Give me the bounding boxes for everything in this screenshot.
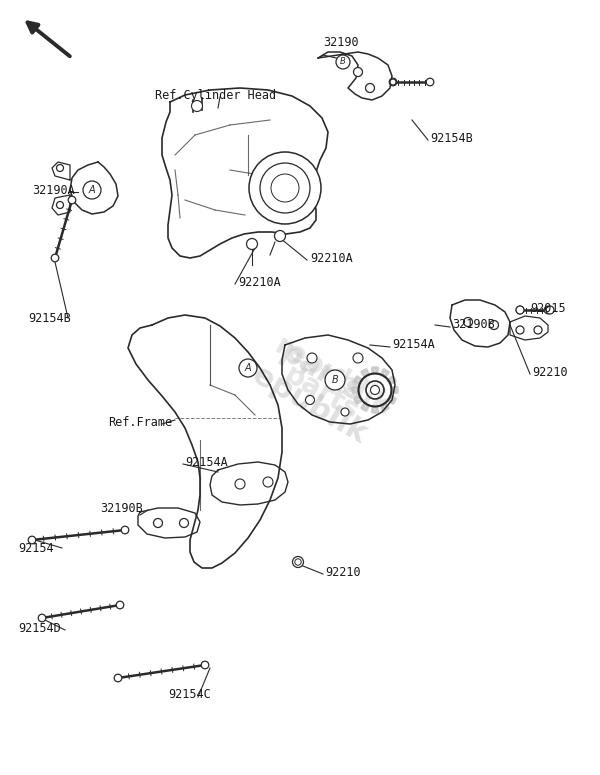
Circle shape xyxy=(275,230,286,242)
Circle shape xyxy=(390,79,396,85)
Circle shape xyxy=(516,306,524,314)
Circle shape xyxy=(271,174,299,202)
Circle shape xyxy=(371,385,380,394)
Circle shape xyxy=(305,395,314,405)
Text: 92154A: 92154A xyxy=(392,339,435,352)
Circle shape xyxy=(56,202,64,208)
Text: 92210A: 92210A xyxy=(310,252,353,264)
Circle shape xyxy=(365,84,374,92)
Circle shape xyxy=(544,306,552,314)
Circle shape xyxy=(336,55,350,69)
Circle shape xyxy=(263,477,273,487)
Circle shape xyxy=(114,674,122,682)
Circle shape xyxy=(490,321,499,329)
Circle shape xyxy=(534,326,542,334)
Circle shape xyxy=(116,601,124,609)
Circle shape xyxy=(121,526,129,534)
Circle shape xyxy=(239,359,257,377)
Text: parts: parts xyxy=(278,360,364,425)
Text: 92210A: 92210A xyxy=(238,275,281,288)
Circle shape xyxy=(307,353,317,363)
Text: 92154D: 92154D xyxy=(18,622,61,635)
Text: 92154B: 92154B xyxy=(28,312,71,325)
Text: 32190B: 32190B xyxy=(452,319,495,332)
Circle shape xyxy=(247,239,257,250)
Circle shape xyxy=(56,164,64,171)
Text: A: A xyxy=(245,363,251,373)
Text: 32190A: 32190A xyxy=(32,184,75,197)
Circle shape xyxy=(38,615,46,622)
Text: republik: republik xyxy=(270,331,396,421)
Text: 92210: 92210 xyxy=(325,566,361,578)
Text: A: A xyxy=(89,185,95,195)
Text: Ref.Cylinder Head: Ref.Cylinder Head xyxy=(155,88,276,102)
Circle shape xyxy=(68,196,76,204)
Text: 92015: 92015 xyxy=(530,301,566,315)
Circle shape xyxy=(325,370,345,390)
Circle shape xyxy=(295,559,301,565)
Circle shape xyxy=(546,306,554,314)
Circle shape xyxy=(341,408,349,416)
Text: 92154: 92154 xyxy=(18,542,53,554)
Text: B: B xyxy=(340,57,346,67)
Text: Ref.Frame: Ref.Frame xyxy=(108,415,172,429)
Circle shape xyxy=(389,78,397,86)
Circle shape xyxy=(179,518,188,528)
Text: 92210: 92210 xyxy=(532,366,568,378)
Text: 32190B: 32190B xyxy=(100,501,143,515)
Circle shape xyxy=(28,536,36,544)
Circle shape xyxy=(464,318,473,326)
Text: 92154C: 92154C xyxy=(168,688,211,701)
Circle shape xyxy=(260,163,310,213)
Circle shape xyxy=(201,661,209,669)
Circle shape xyxy=(293,556,304,567)
Text: B: B xyxy=(332,375,338,385)
Circle shape xyxy=(191,101,203,112)
Circle shape xyxy=(154,518,163,528)
Text: 92154A: 92154A xyxy=(185,456,228,469)
Text: 32190: 32190 xyxy=(323,36,359,49)
Circle shape xyxy=(353,67,362,77)
Circle shape xyxy=(516,306,524,314)
Circle shape xyxy=(516,326,524,334)
Circle shape xyxy=(83,181,101,199)
Circle shape xyxy=(426,78,434,86)
Circle shape xyxy=(51,254,59,262)
Circle shape xyxy=(235,479,245,489)
Text: 92154B: 92154B xyxy=(430,132,473,144)
Circle shape xyxy=(249,152,321,224)
Text: parts
republik: parts republik xyxy=(235,325,389,450)
Circle shape xyxy=(353,353,363,363)
